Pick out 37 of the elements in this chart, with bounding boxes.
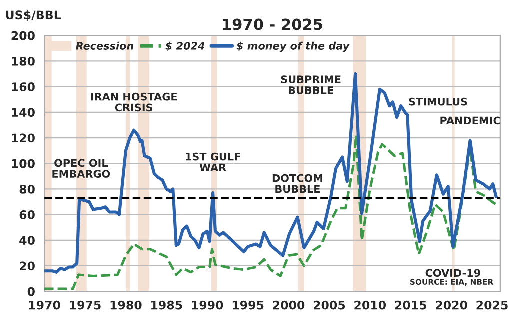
annotation: OPEC OIL EMBARGO — [52, 159, 110, 178]
x-tick-label: 2000 — [273, 300, 305, 310]
x-tick-label: 2005 — [314, 300, 346, 310]
annotation: COVID-19 — [426, 269, 480, 278]
y-tick-label: 100 — [12, 159, 35, 168]
annotation: PANDEMIC — [440, 116, 500, 125]
x-tick-label: 1975 — [70, 300, 101, 310]
y-tick-label: 80 — [20, 184, 35, 194]
x-tick-label: 1990 — [192, 300, 224, 310]
y-tick-label: 40 — [20, 236, 35, 246]
y-tick-label: 0 — [28, 287, 35, 296]
line-series — [44, 134, 498, 290]
x-tick-label: 1985 — [152, 300, 182, 310]
annotation: IRAN HOSTAGE CRISIS — [91, 92, 178, 112]
annotation: 1ST GULF WAR — [186, 152, 240, 172]
y-tick-label: 160 — [12, 82, 35, 92]
y-tick-label: 20 — [20, 262, 35, 271]
chart-title: 1970 - 2025 — [223, 18, 322, 30]
x-tick-label: 1970 — [29, 300, 60, 310]
y-tick-label: 120 — [12, 134, 35, 143]
x-tick-label: 1995 — [232, 300, 264, 310]
x-tick-label: 1980 — [110, 300, 142, 310]
x-tick-label: 2025 — [476, 300, 508, 310]
legend-label: $ money of the day — [236, 42, 350, 52]
y-tick-label: 180 — [12, 56, 35, 66]
x-tick-label: 2015 — [395, 300, 426, 310]
y-axis-title: US$/BBL — [6, 10, 62, 22]
y-tick-label: 140 — [12, 108, 35, 118]
band-label: Recession — [76, 42, 134, 50]
x-tick-label: 2020 — [436, 300, 468, 310]
annotation: STIMULUS — [409, 98, 468, 106]
annotation: SUBPRIME BUBBLE — [281, 76, 341, 94]
x-tick-label: 2010 — [354, 300, 386, 310]
annotation: DOTCOM BUBBLE — [272, 174, 322, 194]
y-tick-label: 200 — [12, 31, 35, 40]
legend-label: $ 2024 — [166, 42, 205, 52]
y-tick-label: 60 — [20, 210, 35, 220]
